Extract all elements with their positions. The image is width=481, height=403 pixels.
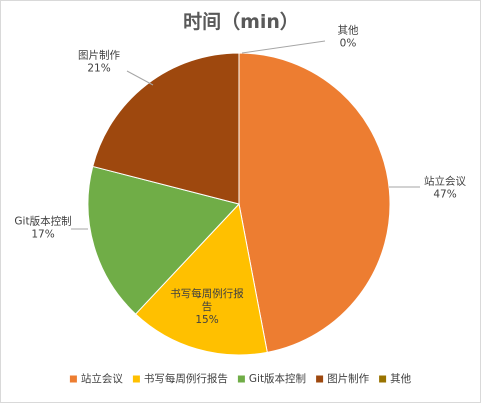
legend-label-5: 其他 <box>390 372 411 385</box>
chart-title: 时间（min） <box>183 10 299 33</box>
legend-label-4: 图片制作 <box>327 372 369 385</box>
leader-line-5 <box>241 40 326 54</box>
data-label-name-1: 站立会议 <box>424 175 466 188</box>
data-label-name-2: 书写每周例行报 <box>170 287 244 300</box>
data-label-name-5: 其他 <box>338 24 359 37</box>
legend: 站立会议 书写每周例行报告 Git版本控制 图片制作 其他 <box>69 372 412 385</box>
legend-label-2: 书写每周例行报告 <box>144 372 228 385</box>
data-label-percent-3: 17% <box>31 229 54 241</box>
legend-label-1: 站立会议 <box>81 372 123 385</box>
pie-slice-4 <box>92 52 240 205</box>
data-label-name-2: 告 <box>202 300 213 313</box>
data-label-percent-5: 0% <box>340 38 357 50</box>
slices-layer <box>87 52 391 356</box>
legend-swatch-4 <box>316 375 324 383</box>
data-label-percent-4: 21% <box>87 63 110 75</box>
legend-swatch-3 <box>237 375 245 383</box>
pie-slice-1 <box>238 52 391 353</box>
legend-swatch-1 <box>69 375 77 383</box>
data-label-percent-1: 47% <box>433 189 456 201</box>
data-label-name-4: 图片制作 <box>78 49 120 62</box>
data-label-percent-2: 15% <box>195 314 218 326</box>
pie-slice-2 <box>134 202 268 356</box>
legend-label-3: Git版本控制 <box>249 372 306 385</box>
leader-line-4 <box>126 70 154 86</box>
legend-swatch-5 <box>379 375 387 383</box>
legend-swatch-2 <box>132 375 140 383</box>
data-label-name-3: Git版本控制 <box>14 215 71 228</box>
pie-slice-3 <box>87 165 240 315</box>
